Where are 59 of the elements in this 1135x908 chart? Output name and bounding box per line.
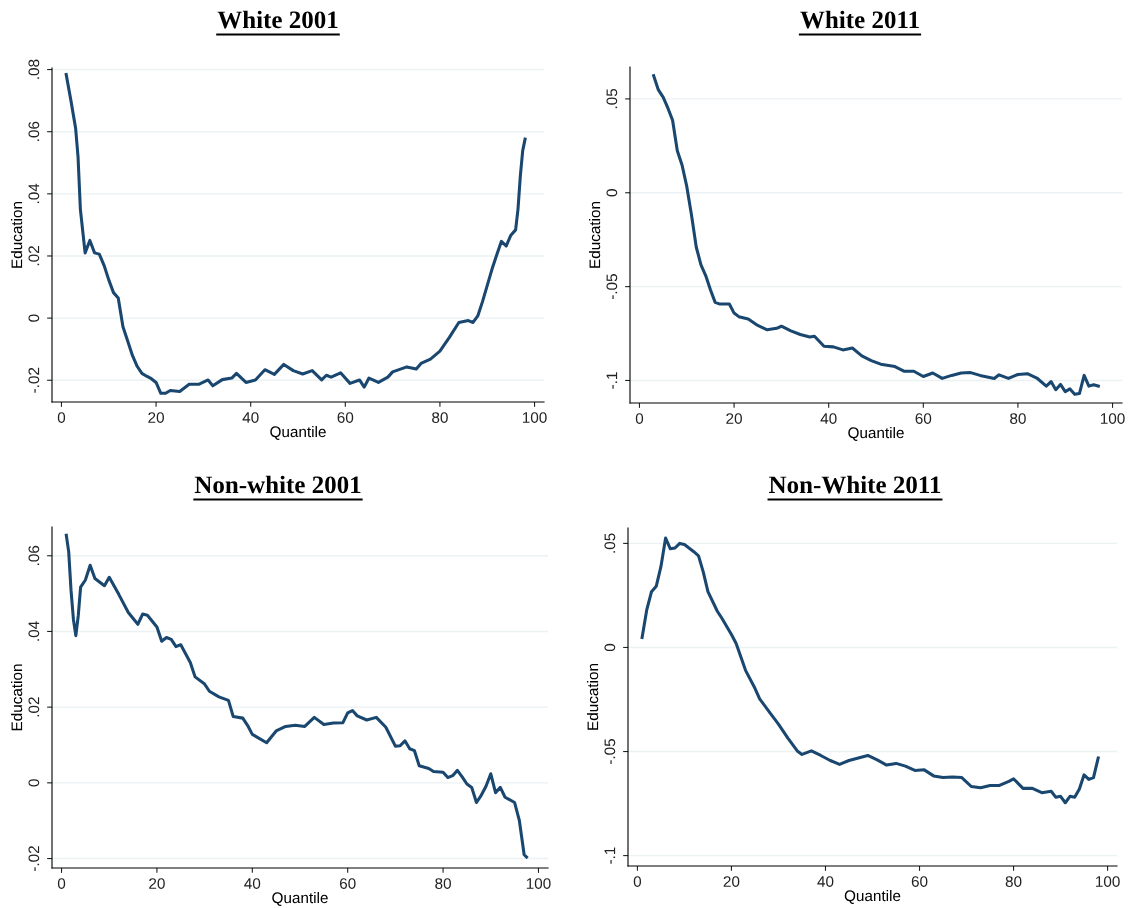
- x-tick-label: 0: [635, 413, 644, 424]
- x-tick-label: 80: [432, 412, 448, 423]
- x-tick-label: 100: [1100, 413, 1125, 424]
- y-tick-label: -.02: [28, 846, 40, 872]
- x-tick-label: 80: [435, 878, 451, 889]
- y-tick-label: 0: [28, 779, 40, 787]
- y-tick-label: -.02: [28, 367, 40, 393]
- x-tick-label: 80: [1010, 413, 1026, 424]
- x-axis-title: Quantile: [270, 425, 326, 440]
- y-tick-label: 0: [28, 314, 40, 322]
- line-series: [64, 72, 527, 395]
- y-tick-label: .02: [28, 697, 40, 717]
- chart-title: Non-white 2001: [194, 475, 361, 494]
- x-tick-label: 80: [1005, 876, 1022, 887]
- x-tick-label: 0: [633, 876, 642, 887]
- chart-title: Non-White 2011: [769, 475, 941, 494]
- y-tick-label: .08: [28, 59, 40, 79]
- x-axis-title: Quantile: [848, 426, 904, 441]
- y-tick-label: .06: [28, 545, 40, 565]
- y-tick-label: 0: [604, 643, 616, 652]
- y-tick-label: -.05: [606, 274, 618, 300]
- y-tick-label: -.1: [604, 847, 616, 864]
- y-tick-label: .02: [28, 246, 40, 266]
- x-tick-label: 100: [522, 412, 547, 423]
- x-tick-label: 20: [726, 413, 742, 424]
- x-tick-label: 60: [911, 876, 928, 887]
- chart-title: White 2001: [217, 10, 338, 29]
- x-tick-label: 100: [1096, 876, 1120, 887]
- y-tick-label: 0: [606, 189, 618, 197]
- x-tick-label: 0: [57, 878, 66, 889]
- y-axis-title: Education: [587, 664, 599, 730]
- x-tick-label: 20: [148, 412, 164, 423]
- y-axis-title: Education: [11, 202, 23, 268]
- y-tick-label: .04: [28, 621, 40, 641]
- y-axis-title: Education: [11, 664, 23, 731]
- line-series: [64, 533, 529, 859]
- x-tick-label: 40: [820, 413, 837, 424]
- chart-title: White 2011: [800, 10, 919, 29]
- x-tick-label: 40: [817, 876, 834, 887]
- y-tick-label: .05: [606, 88, 618, 109]
- x-tick-label: 0: [57, 412, 66, 423]
- x-tick-label: 40: [244, 878, 261, 889]
- x-tick-label: 40: [242, 412, 259, 423]
- x-tick-label: 20: [149, 878, 165, 889]
- y-axis-title: Education: [589, 202, 601, 268]
- line-series: [652, 74, 1100, 396]
- y-tick-label: .05: [604, 533, 616, 553]
- x-tick-label: 20: [723, 876, 740, 887]
- x-axis-title: Quantile: [844, 889, 901, 904]
- x-tick-label: 60: [339, 878, 356, 889]
- x-tick-label: 60: [915, 413, 932, 424]
- y-tick-label: -.1: [606, 372, 618, 389]
- line-series: [640, 536, 1100, 805]
- x-tick-label: 100: [526, 878, 551, 889]
- y-tick-label: -.05: [604, 739, 616, 765]
- x-axis-title: Quantile: [272, 891, 328, 906]
- y-tick-label: .06: [28, 121, 40, 141]
- x-tick-label: 60: [337, 412, 354, 423]
- y-tick-label: .04: [28, 183, 40, 204]
